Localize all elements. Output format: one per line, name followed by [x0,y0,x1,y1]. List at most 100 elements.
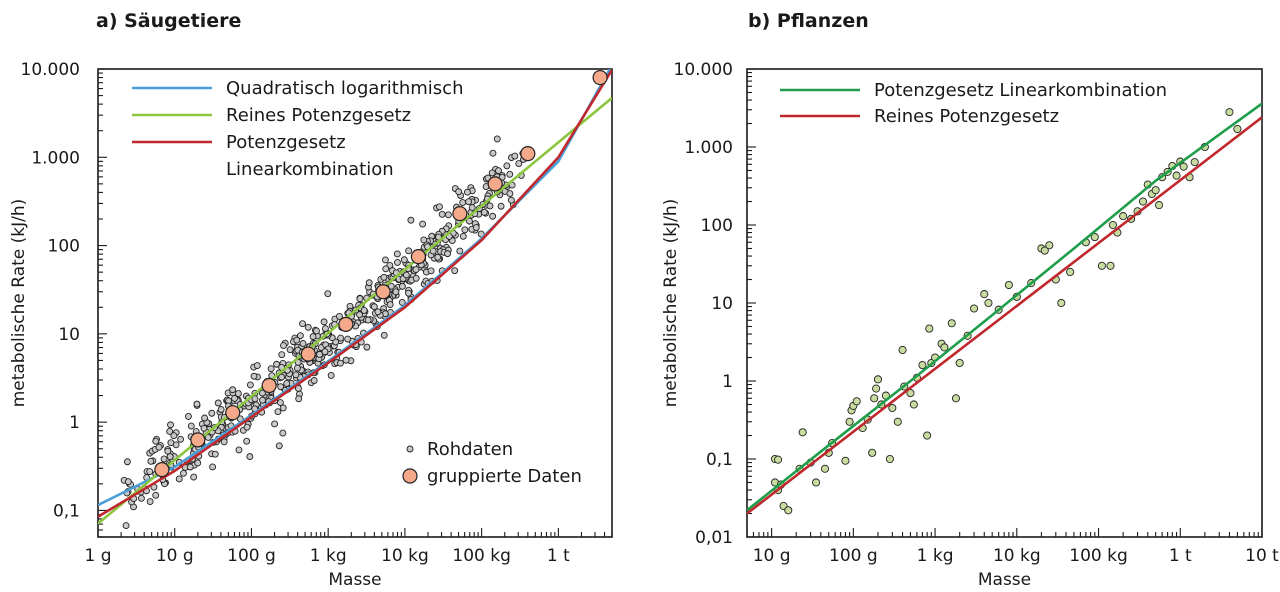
raw-data-point [344,335,352,343]
raw-data-point [872,384,881,393]
raw-data-point [356,311,363,319]
plot-frame [97,68,613,538]
x-tick-label: 100 kg [1069,546,1128,566]
raw-data-point [412,266,420,274]
raw-data-point [1066,267,1075,277]
grouped-data-point [261,377,277,394]
raw-data-point [852,397,861,406]
grouped-data-point [300,346,316,362]
raw-data-point [434,253,442,261]
raw-data-point [217,406,225,413]
raw-data-point [313,327,320,335]
raw-data-point [1106,261,1115,270]
fit-line [747,116,1262,515]
raw-data-point [321,348,329,356]
raw-data-point [444,211,452,219]
raw-data-point [506,190,514,198]
raw-data-point [293,336,301,344]
y-axis-label: metabolische Rate (kJ/h) [661,199,681,408]
raw-data-point [515,160,523,167]
raw-data-point [888,403,897,413]
raw-data-point [147,457,155,465]
raw-data-point [488,169,496,177]
raw-data-point [152,437,160,445]
x-tick-label: 1 t [1169,546,1192,566]
raw-data-point [873,375,882,384]
raw-data-point [152,491,160,499]
raw-data-point [898,345,907,355]
x-tick-label: 10 kg [993,546,1041,566]
raw-data-point [184,412,192,420]
raw-data-point [456,247,464,255]
raw-data-point [461,226,469,234]
raw-data-point [407,216,415,224]
raw-data-point [235,446,243,454]
raw-data-point [276,399,284,407]
raw-data-point [1119,212,1128,221]
raw-data-point [870,394,879,403]
raw-data-point [940,343,949,352]
raw-data-point [231,394,238,402]
raw-data-point [1040,246,1049,255]
raw-data-point [1004,280,1013,290]
raw-data-point [398,298,406,306]
legend-entry: Quadratisch logarithmisch [226,78,463,99]
raw-data-point [167,421,174,429]
raw-data-point [190,473,198,481]
raw-data-point [327,371,335,379]
raw-data-point [402,271,410,279]
raw-data-point [392,288,400,296]
legend-entry: gruppierte Daten [427,466,582,487]
raw-data-point [412,274,420,282]
raw-data-point [380,331,388,339]
raw-data-point [1179,162,1188,171]
fit-line [747,102,1262,512]
legend-marker [402,468,418,484]
raw-data-point [1138,197,1148,206]
raw-data-point [906,389,915,398]
raw-data-point [444,250,452,258]
raw-data-point [155,443,163,451]
raw-data-point [258,389,266,397]
raw-data-point [342,356,350,364]
raw-data-point [220,438,228,446]
raw-data-point [507,196,515,204]
raw-data-point [427,267,435,275]
panel-a-title: a) Säugetiere [96,10,242,32]
raw-data-point [186,463,194,471]
raw-data-point [316,351,324,358]
grouped-data-point [520,146,536,162]
x-tick-label: 10 t [1245,546,1279,566]
raw-data-point [296,332,304,340]
raw-data-point [146,468,154,476]
raw-data-point [893,417,902,426]
raw-data-point [187,422,195,430]
plot-area [747,102,1262,515]
y-tick-label: 10 [58,325,80,345]
y-tick-label: 10.000 [21,60,80,80]
raw-data-point [465,217,473,225]
raw-data-point [798,428,807,437]
raw-data-point [122,522,130,530]
raw-data-point [1045,241,1054,250]
raw-data-point [506,170,514,178]
raw-data-point [356,295,364,303]
raw-data-point [405,289,412,297]
raw-data-point [970,304,979,313]
grouped-data-point [338,316,354,332]
legend-entry: Reines Potenzgesetz [226,105,411,126]
raw-data-point [774,455,783,464]
raw-data-point [472,224,480,231]
raw-data-point [304,323,312,331]
raw-data-point [193,400,201,408]
raw-data-point [277,383,285,391]
y-tick-label: 0,1 [706,450,733,470]
panel-b-title: b) Pflanzen [748,10,869,32]
raw-data-point [489,149,497,157]
fit-line [98,96,612,525]
legend-entry: Potenzgesetz Linearkombination [226,132,394,180]
raw-data-point [229,386,237,394]
raw-data-point [175,475,183,483]
raw-data-point [250,372,258,380]
